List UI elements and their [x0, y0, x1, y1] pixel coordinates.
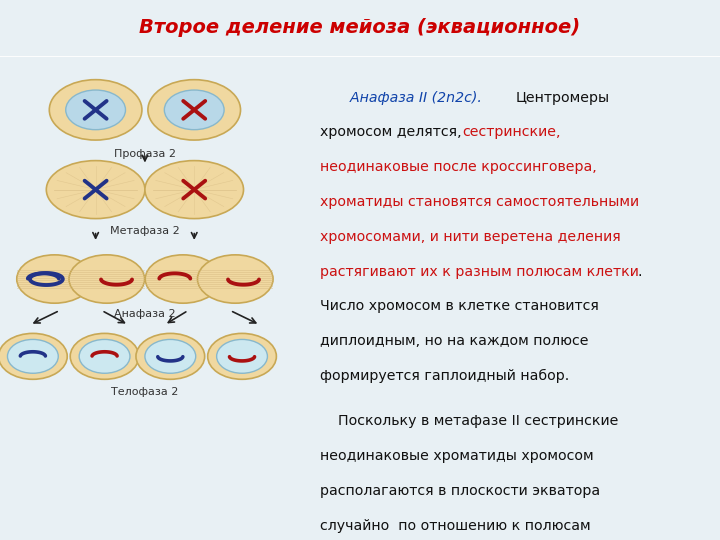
Text: Профаза 2: Профаза 2 — [114, 148, 176, 159]
Text: неодинаковые хроматиды хромосом: неодинаковые хроматиды хромосом — [320, 449, 593, 463]
Text: сестринские,: сестринские, — [462, 125, 561, 139]
Ellipse shape — [148, 80, 240, 140]
Text: случайно  по отношению к полюсам: случайно по отношению к полюсам — [320, 518, 590, 532]
Ellipse shape — [197, 255, 273, 303]
Text: Поскольку в метафазе II сестринские: Поскольку в метафазе II сестринские — [320, 414, 618, 428]
Text: Телофаза 2: Телофаза 2 — [111, 387, 179, 396]
Ellipse shape — [7, 340, 58, 373]
Ellipse shape — [49, 80, 142, 140]
Text: Анафаза II (2n2c).: Анафаза II (2n2c). — [333, 91, 487, 105]
Text: Центромеры: Центромеры — [516, 91, 610, 105]
Text: Метафаза 2: Метафаза 2 — [110, 226, 180, 236]
Ellipse shape — [136, 333, 204, 379]
Ellipse shape — [145, 255, 221, 303]
Ellipse shape — [0, 333, 67, 379]
Text: диплоидным, но на каждом полюсе: диплоидным, но на каждом полюсе — [320, 334, 588, 348]
Text: .: . — [638, 265, 642, 279]
Text: хромосомами, и нити веретена деления: хромосомами, и нити веретена деления — [320, 230, 621, 244]
Ellipse shape — [145, 160, 243, 219]
Ellipse shape — [79, 340, 130, 373]
Text: хроматиды становятся самостоятельными: хроматиды становятся самостоятельными — [320, 195, 639, 209]
Text: располагаются в плоскости экватора: располагаются в плоскости экватора — [320, 484, 600, 498]
Ellipse shape — [69, 255, 145, 303]
Ellipse shape — [145, 340, 196, 373]
Ellipse shape — [217, 340, 267, 373]
Ellipse shape — [164, 90, 224, 130]
Text: Число хромосом в клетке становится: Число хромосом в клетке становится — [320, 299, 599, 313]
Text: Второе деление мейоза (эквационное): Второе деление мейоза (эквационное) — [140, 18, 580, 37]
Ellipse shape — [71, 333, 139, 379]
Text: формируется гаплоидный набор.: формируется гаплоидный набор. — [320, 369, 569, 383]
Text: хромосом делятся,: хромосом делятся, — [320, 125, 466, 139]
Ellipse shape — [207, 333, 276, 379]
Text: растягивают их к разным полюсам клетки: растягивают их к разным полюсам клетки — [320, 265, 639, 279]
Ellipse shape — [17, 255, 92, 303]
Ellipse shape — [66, 90, 125, 130]
Text: неодинаковые после кроссинговера,: неодинаковые после кроссинговера, — [320, 160, 597, 174]
Ellipse shape — [46, 160, 145, 219]
Text: Анафаза 2: Анафаза 2 — [114, 309, 176, 319]
